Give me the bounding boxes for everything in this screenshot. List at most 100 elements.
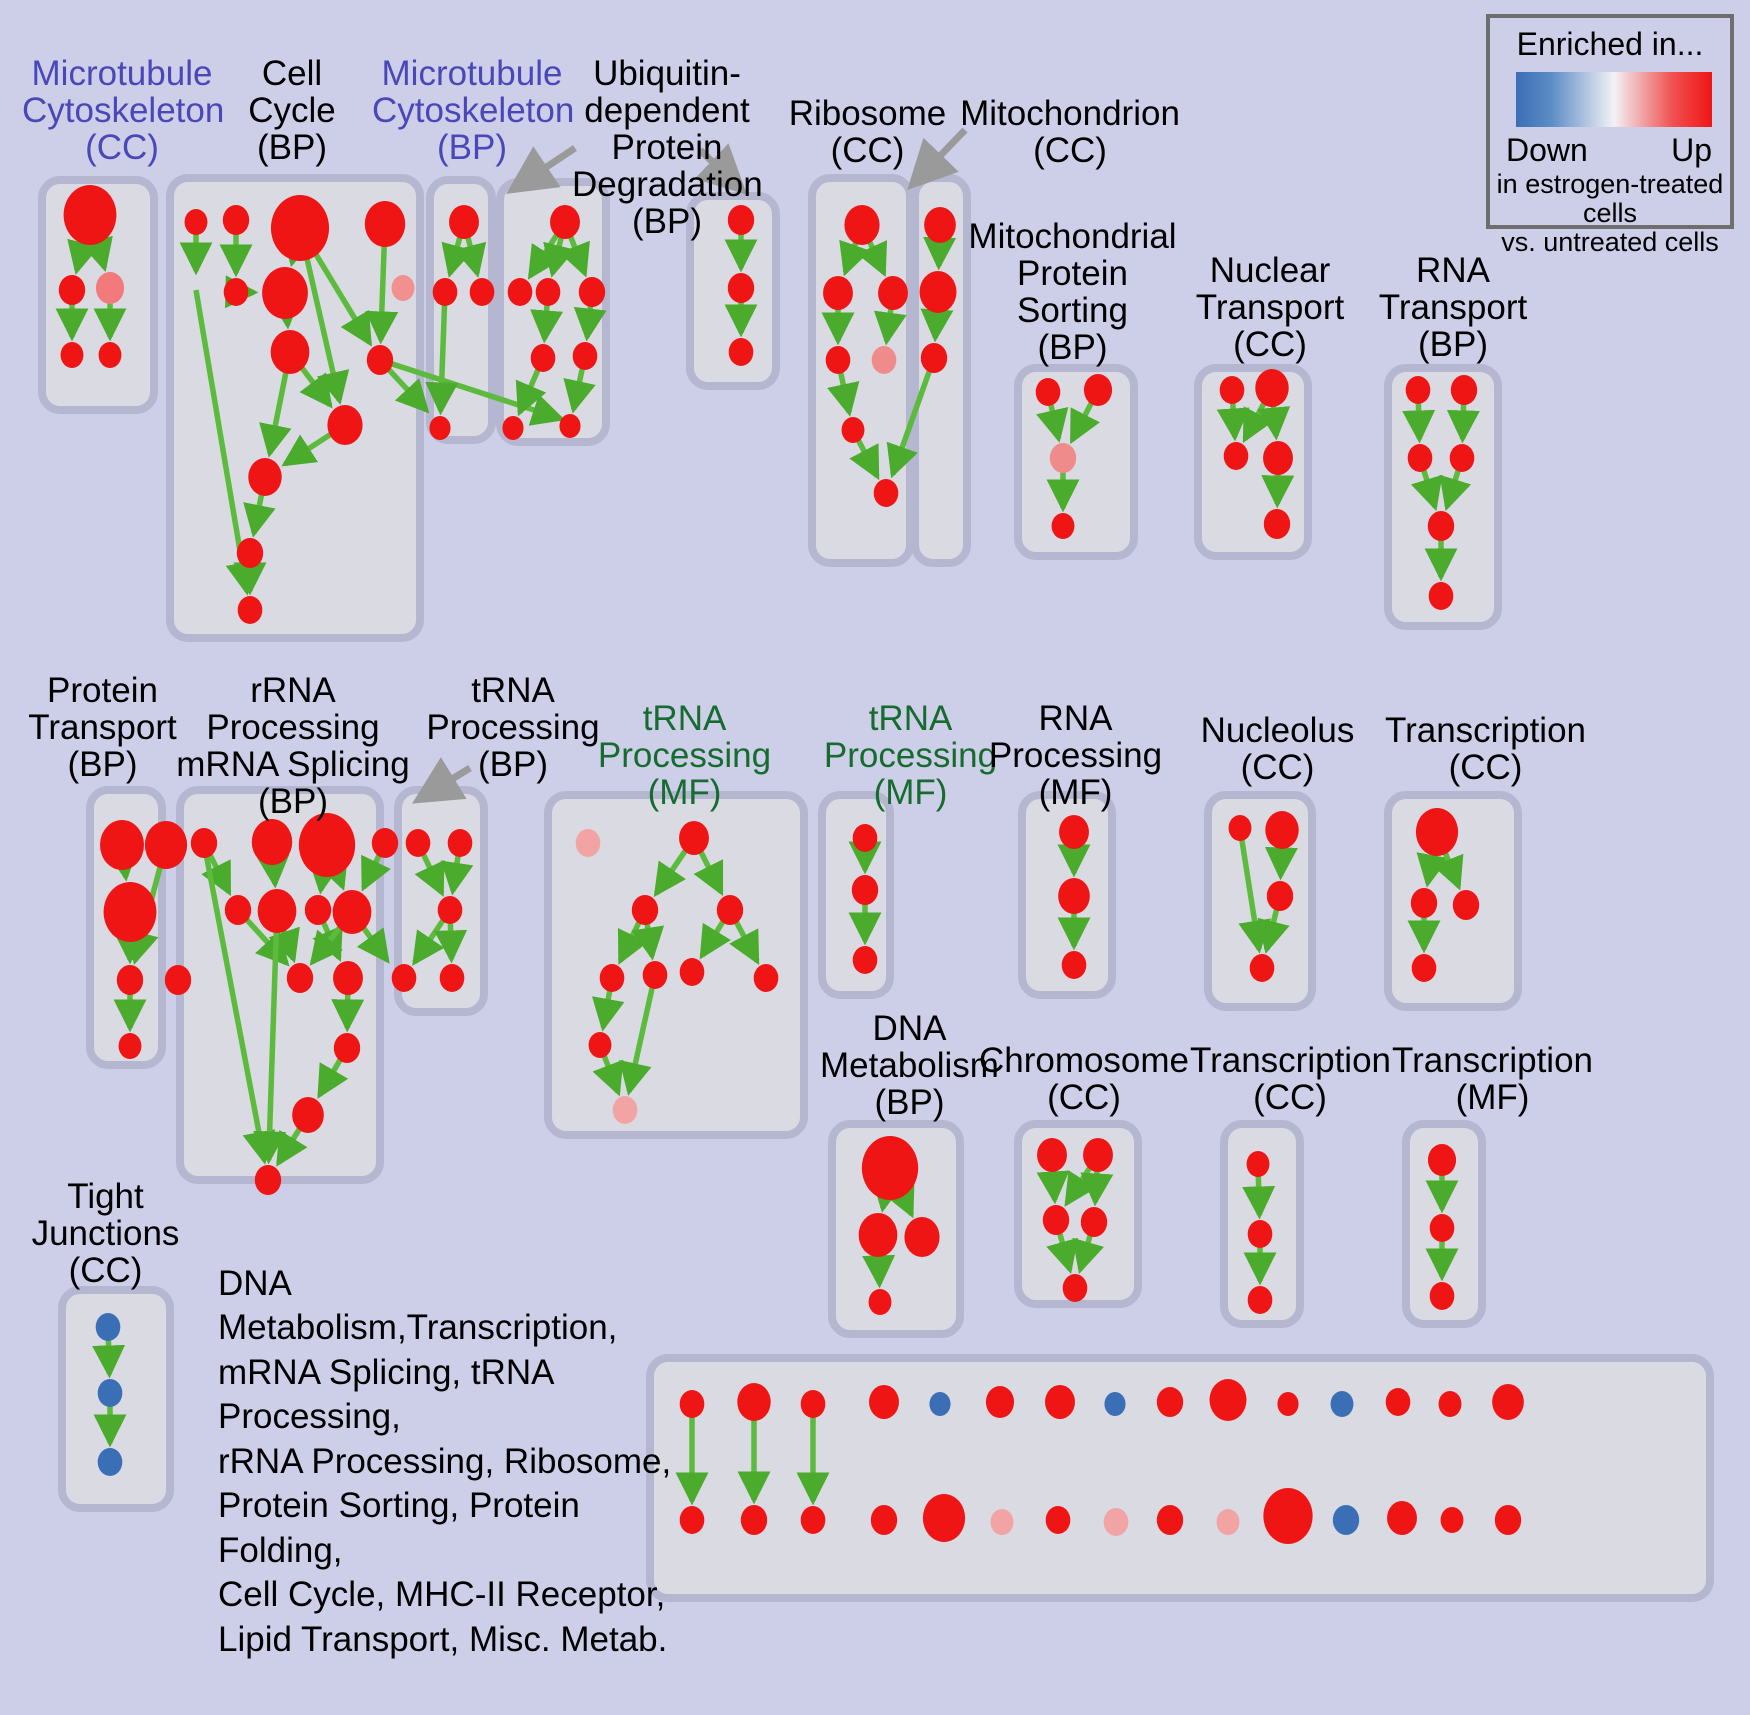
network-node[interactable]: [1452, 890, 1480, 920]
network-node[interactable]: [1103, 1508, 1129, 1536]
network-node[interactable]: [1037, 1138, 1067, 1172]
network-node[interactable]: [1387, 1501, 1417, 1535]
network-node[interactable]: [437, 896, 463, 924]
network-node[interactable]: [920, 343, 948, 373]
network-node[interactable]: [679, 1390, 705, 1418]
network-node[interactable]: [1223, 442, 1249, 470]
network-node[interactable]: [116, 965, 144, 995]
network-node[interactable]: [868, 1289, 892, 1315]
network-node[interactable]: [858, 1213, 898, 1257]
network-node[interactable]: [1263, 1488, 1313, 1544]
network-node[interactable]: [164, 965, 192, 995]
network-node[interactable]: [103, 882, 157, 942]
network-node[interactable]: [929, 1392, 951, 1416]
network-node[interactable]: [1440, 1507, 1464, 1533]
network-node[interactable]: [852, 946, 878, 974]
network-node[interactable]: [870, 1505, 898, 1535]
network-node[interactable]: [1427, 1144, 1457, 1176]
network-node[interactable]: [1263, 509, 1291, 539]
network-node[interactable]: [1156, 1505, 1184, 1535]
network-node[interactable]: [502, 416, 524, 440]
network-node[interactable]: [251, 819, 293, 865]
network-node[interactable]: [391, 275, 415, 301]
network-node[interactable]: [58, 275, 86, 305]
network-node[interactable]: [841, 417, 865, 443]
network-node[interactable]: [1104, 1392, 1126, 1416]
network-node[interactable]: [95, 1313, 121, 1341]
network-node[interactable]: [679, 821, 709, 855]
network-node[interactable]: [449, 205, 479, 239]
network-node[interactable]: [1385, 1388, 1411, 1416]
network-node[interactable]: [1429, 1214, 1455, 1242]
network-node[interactable]: [95, 272, 125, 304]
network-node[interactable]: [97, 1448, 123, 1476]
network-node[interactable]: [100, 820, 144, 870]
network-node[interactable]: [871, 346, 897, 374]
network-node[interactable]: [1246, 1151, 1270, 1177]
network-node[interactable]: [823, 276, 853, 310]
network-node[interactable]: [1407, 444, 1433, 472]
network-node[interactable]: [588, 1032, 612, 1058]
network-node[interactable]: [270, 195, 330, 261]
network-node[interactable]: [679, 958, 705, 986]
network-node[interactable]: [575, 829, 601, 857]
network-node[interactable]: [1080, 1207, 1108, 1237]
network-node[interactable]: [327, 405, 363, 445]
network-node[interactable]: [1428, 582, 1454, 610]
network-node[interactable]: [1249, 954, 1275, 982]
network-node[interactable]: [332, 890, 372, 934]
network-node[interactable]: [1492, 1384, 1524, 1420]
network-node[interactable]: [530, 344, 556, 372]
network-node[interactable]: [1156, 1387, 1184, 1417]
network-node[interactable]: [716, 895, 744, 925]
network-node[interactable]: [642, 961, 668, 989]
network-node[interactable]: [118, 1033, 142, 1059]
network-node[interactable]: [1332, 1505, 1360, 1535]
network-node[interactable]: [254, 1165, 282, 1195]
network-node[interactable]: [1265, 811, 1299, 849]
network-node[interactable]: [631, 895, 659, 925]
network-node[interactable]: [447, 829, 473, 857]
network-node[interactable]: [852, 824, 878, 852]
network-node[interactable]: [1410, 888, 1438, 918]
network-node[interactable]: [391, 964, 417, 992]
network-node[interactable]: [825, 346, 851, 374]
network-node[interactable]: [469, 278, 495, 306]
network-node[interactable]: [1045, 1385, 1075, 1419]
network-node[interactable]: [1219, 376, 1245, 404]
network-node[interactable]: [878, 276, 908, 310]
network-node[interactable]: [237, 596, 263, 624]
network-node[interactable]: [222, 205, 250, 235]
network-node[interactable]: [869, 1385, 899, 1419]
network-node[interactable]: [1051, 513, 1075, 539]
network-node[interactable]: [851, 875, 879, 905]
network-node[interactable]: [990, 1509, 1014, 1535]
network-node[interactable]: [1247, 1220, 1273, 1248]
network-node[interactable]: [985, 1386, 1015, 1418]
network-node[interactable]: [366, 345, 394, 375]
network-node[interactable]: [1415, 808, 1459, 856]
network-node[interactable]: [292, 1097, 324, 1133]
network-node[interactable]: [800, 1506, 826, 1534]
network-node[interactable]: [405, 829, 431, 857]
network-node[interactable]: [919, 271, 957, 313]
network-node[interactable]: [753, 964, 779, 992]
network-node[interactable]: [599, 964, 625, 992]
network-node[interactable]: [184, 209, 208, 235]
network-node[interactable]: [63, 185, 117, 245]
network-node[interactable]: [507, 278, 533, 306]
network-node[interactable]: [1429, 1282, 1455, 1310]
network-node[interactable]: [727, 205, 755, 235]
network-node[interactable]: [904, 1217, 940, 1257]
network-node[interactable]: [1216, 1509, 1240, 1535]
network-node[interactable]: [535, 278, 561, 306]
network-node[interactable]: [364, 201, 406, 247]
network-node[interactable]: [1042, 1205, 1070, 1235]
network-node[interactable]: [679, 1506, 705, 1534]
network-node[interactable]: [1061, 951, 1087, 979]
network-node[interactable]: [333, 961, 363, 995]
network-node[interactable]: [1266, 881, 1294, 911]
network-node[interactable]: [844, 205, 880, 245]
network-node[interactable]: [432, 278, 458, 306]
network-node[interactable]: [1083, 1138, 1113, 1172]
